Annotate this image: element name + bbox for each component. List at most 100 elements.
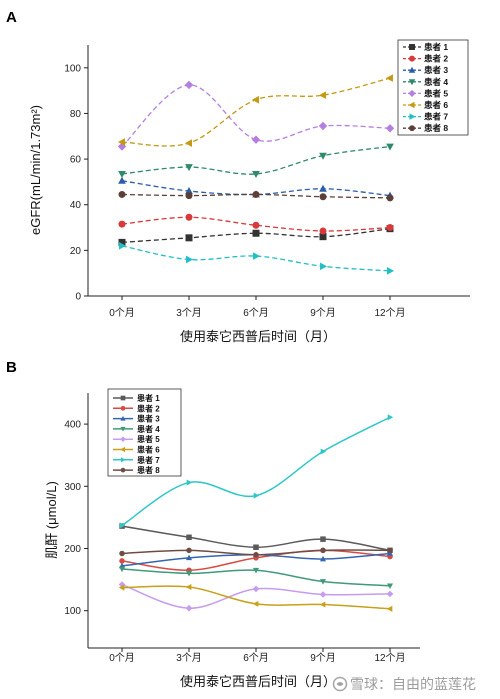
legend-label: 患者 4 [424, 77, 448, 87]
data-point [386, 590, 394, 598]
legend-label: 患者 4 [137, 424, 160, 434]
legend-label: 患者 7 [137, 455, 160, 465]
data-point [319, 555, 327, 562]
data-point [252, 190, 260, 198]
series-7 [119, 241, 395, 275]
legend-entry-4: 患者 4 [113, 424, 160, 434]
data-point [387, 547, 393, 554]
y-axis-title-b: 肌酐 (μmol/L) [44, 481, 59, 559]
x-axis-title-b: 使用泰它西普后时间（月） [180, 674, 336, 689]
series-4 [118, 143, 394, 178]
legend-marker [120, 467, 126, 473]
data-point [118, 190, 126, 198]
data-point [185, 571, 193, 577]
data-point [253, 544, 259, 550]
data-point [185, 187, 193, 195]
legend-entry-3: 患者 3 [403, 65, 448, 75]
data-point [253, 551, 259, 558]
legend-entry-6: 患者 6 [403, 100, 448, 110]
watermark: 雪球：自由的蓝莲花 [332, 676, 476, 692]
panel-label-a: A [6, 9, 17, 26]
y-tick-label: 80 [70, 109, 82, 120]
legend-label: 患者 7 [424, 112, 448, 122]
data-point [319, 233, 327, 241]
legend-marker [120, 446, 125, 453]
x-tick-label: 6个月 [243, 307, 269, 319]
legend-marker [409, 125, 415, 132]
series-2 [118, 213, 394, 235]
data-point [119, 550, 125, 557]
data-point [319, 184, 327, 192]
legend-marker [120, 426, 126, 432]
legend-label: 患者 6 [137, 445, 160, 455]
x-tick-label: 12个月 [374, 307, 405, 319]
data-point [184, 139, 192, 147]
data-point [385, 74, 393, 82]
data-point [387, 267, 395, 275]
data-point [319, 579, 327, 585]
legend-marker [120, 415, 126, 421]
data-point [252, 567, 260, 574]
series-line-7 [121, 245, 391, 272]
data-point [185, 554, 193, 561]
y-tick-label: 100 [64, 63, 81, 74]
legend: 患者 1患者 2患者 3患者 4患者 5患者 6患者 7患者 8 [397, 39, 469, 136]
legend-marker [121, 457, 126, 463]
data-point [251, 135, 261, 144]
data-point [319, 227, 327, 235]
legend-entry-5: 患者 5 [403, 88, 448, 98]
data-point [184, 80, 194, 90]
y-tick-label: 300 [64, 482, 81, 493]
data-point [386, 143, 394, 151]
data-point [186, 255, 194, 264]
legend-label: 患者 1 [137, 393, 160, 403]
legend-label: 患者 1 [424, 42, 448, 52]
data-point [385, 124, 395, 133]
data-point [320, 547, 326, 554]
data-point [252, 229, 260, 237]
series-line-4 [121, 145, 391, 175]
y-tick-label: 100 [64, 606, 81, 617]
legend-entry-6: 患者 6 [113, 445, 160, 455]
data-point [117, 138, 125, 146]
y-tick-label: 400 [64, 420, 81, 431]
watermark-text: 雪球：自由的蓝莲花 [350, 676, 476, 692]
series-8 [119, 547, 393, 558]
series-4 [118, 566, 394, 589]
data-point [252, 585, 260, 593]
data-point [119, 522, 126, 529]
data-point [185, 604, 193, 612]
data-point [118, 176, 126, 184]
series-8 [118, 190, 394, 202]
legend-marker [408, 89, 416, 97]
data-point [386, 194, 394, 202]
data-point [319, 601, 326, 608]
data-point [118, 170, 126, 178]
legend-marker [408, 101, 415, 109]
legend-entry-8: 患者 8 [403, 123, 448, 133]
data-point [185, 584, 192, 591]
data-point [386, 605, 393, 612]
legend-entry-7: 患者 7 [403, 112, 448, 122]
series-6 [117, 74, 393, 147]
legend: 患者 1患者 2患者 3患者 4患者 5患者 6患者 7患者 8 [107, 388, 182, 477]
data-point [387, 414, 394, 421]
data-point [186, 534, 192, 541]
xueqiu-logo-icon [332, 676, 348, 692]
data-point [186, 479, 193, 486]
data-point [252, 170, 260, 178]
data-point [319, 152, 327, 160]
legend-entry-1: 患者 1 [403, 42, 448, 52]
series-7 [119, 414, 394, 529]
x-axis-title-a: 使用泰它西普后时间（月） [180, 329, 336, 344]
data-point [118, 238, 126, 246]
series-line-3 [121, 180, 391, 197]
data-point [318, 121, 328, 131]
data-point [386, 224, 394, 232]
data-point [119, 241, 127, 250]
y-tick-label: 40 [70, 200, 82, 211]
x-tick-label: 3个月 [176, 307, 202, 319]
legend-box [107, 388, 182, 477]
panel-label-b: B [6, 359, 17, 376]
